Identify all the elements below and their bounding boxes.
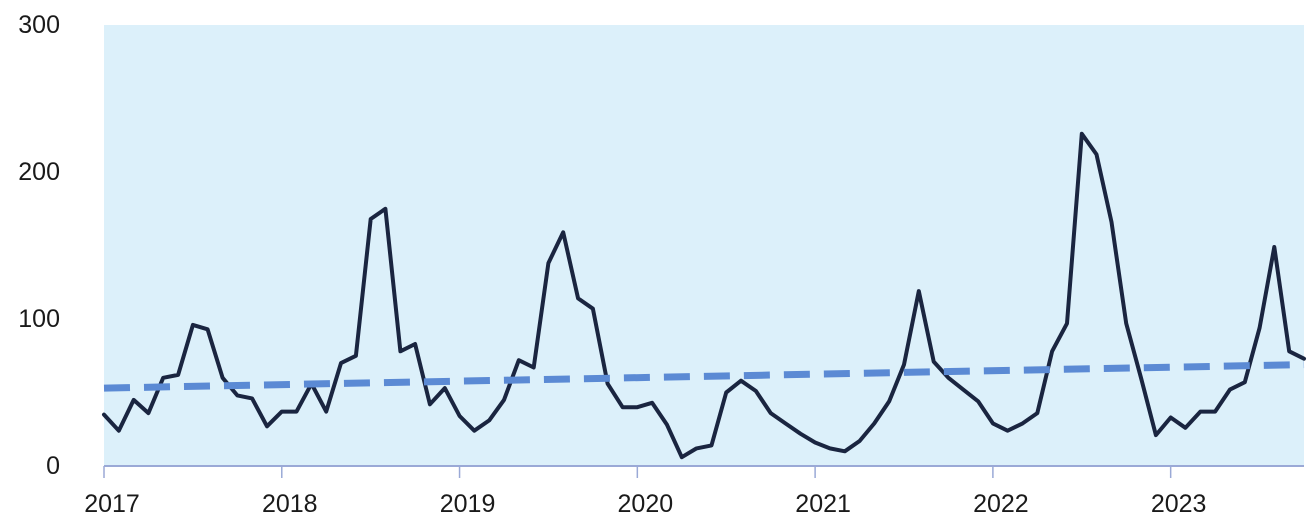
x-tick-label: 2021 [795,490,851,518]
x-tick-label: 2022 [973,490,1029,518]
y-tick-labels: 0 100 200 300 [18,11,60,480]
trend-line [103,361,1305,392]
x-tick-label: 2020 [618,490,674,518]
x-tick-labels: 2017 2018 2019 2020 2021 2022 2023 [84,490,1206,518]
x-tick-label: 2017 [84,490,140,518]
series-lines [102,131,1306,460]
x-tick-label: 2019 [440,490,496,518]
y-tick-label: 0 [46,452,60,480]
series-line [102,131,1306,460]
x-tick-label: 2018 [262,490,318,518]
x-axis [103,465,1304,478]
y-tick-label: 300 [18,11,60,39]
x-tick-label: 2023 [1151,490,1207,518]
plot-background [104,25,1304,466]
y-tick-label: 200 [18,158,60,186]
y-tick-label: 100 [18,305,60,333]
